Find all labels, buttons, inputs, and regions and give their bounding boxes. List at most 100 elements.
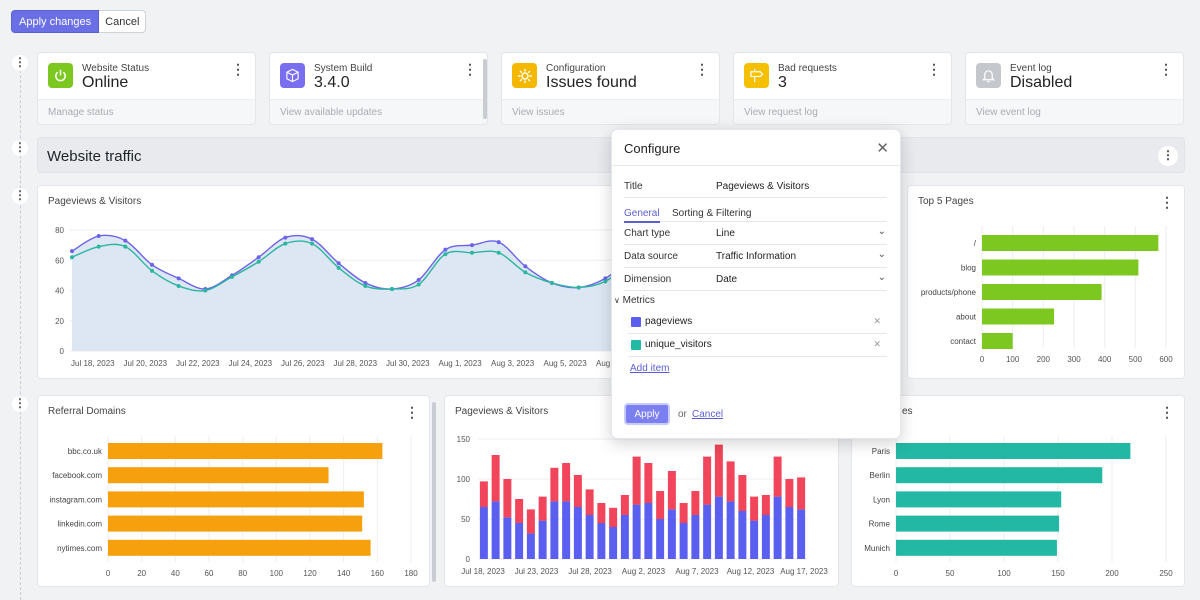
row-handle-3[interactable]: ⋮ [12,188,28,204]
stacked-bar-segment [503,517,512,559]
more-icon[interactable]: ⋮ [1160,194,1174,210]
stacked-bar-segment [573,475,582,507]
chart-type-select[interactable]: Chart type Line ⌄ [624,222,887,245]
more-icon[interactable]: ⋮ [695,61,709,77]
status-card-build: System Build 3.4.0 ⋮ View available upda… [269,52,488,125]
card-link[interactable]: View available updates [270,99,487,124]
data-point [203,288,208,293]
data-point [603,279,608,284]
metric-name: unique_visitors [645,339,712,350]
category-label: Rome [869,520,891,529]
y-tick-label: 40 [55,287,64,296]
stacked-bar-segment [714,496,723,559]
more-icon[interactable]: ⋮ [1160,404,1174,420]
tab-general[interactable]: General [624,208,660,223]
status-label: Event log [1010,63,1052,74]
data-source-select[interactable]: Data source Traffic Information ⌄ [624,245,887,268]
category-label: / [974,239,977,248]
card-link[interactable]: Manage status [38,99,255,124]
metrics-header[interactable]: ∨ Metrics [614,295,655,306]
x-tick-label: 200 [1105,569,1119,578]
status-value: 3.4.0 [314,74,350,91]
stacked-bar-segment [679,523,688,559]
x-tick-label: Jul 18, 2023 [461,567,505,576]
title-label: Title [624,181,643,192]
x-tick-label: Aug 3, 2023 [491,359,535,368]
remove-icon[interactable]: ✕ [873,339,881,349]
close-icon[interactable]: ✕ [876,140,889,157]
stacked-bar-segment [632,504,641,559]
modal-tabs: General Sorting & Filtering [624,206,887,223]
bar [982,284,1102,300]
toolbar: Apply changes Cancel [11,10,147,33]
stacked-bar-segment [491,501,500,559]
data-point [523,270,528,275]
y-tick-label: 20 [55,317,64,326]
stacked-bar-segment [479,481,488,507]
x-tick-label: 100 [997,569,1011,578]
stacked-bar-segment [726,461,735,502]
add-item-link[interactable]: Add item [630,363,670,374]
stacked-bar-segment [562,463,571,502]
category-label: Lyon [873,495,890,504]
configure-modal: Configure ✕ Title Pageviews & Visitors G… [611,129,901,439]
area-fill [72,235,633,351]
card-link[interactable]: View request log [734,99,951,124]
y-tick-label: 0 [466,555,471,564]
bar [896,443,1131,459]
package-icon [280,63,305,88]
data-point [70,249,74,254]
title-input[interactable]: Pageviews & Visitors [716,181,810,192]
status-card-website: Website Status Online ⋮ Manage status [37,52,256,125]
apply-changes-button[interactable]: Apply changes [11,10,100,33]
x-tick-label: 600 [1159,355,1173,364]
bar [108,515,363,532]
data-point [283,235,288,240]
more-icon[interactable]: ⋮ [927,61,941,77]
x-tick-label: 300 [1067,355,1081,364]
gear-icon [512,63,537,88]
row-handle-2[interactable]: ⋮ [12,140,28,156]
cities-chart: 0 50 100 150 200 250 Paris Berlin Lyon Rome Munich [864,436,1173,578]
bar [108,443,383,459]
stacked-bar-segment [597,523,606,559]
card-link[interactable]: View issues [502,99,719,124]
stacked-bar-segment [609,527,618,559]
color-swatch[interactable] [631,340,641,350]
chart-title: Top 5 Pages [918,196,974,207]
bar [896,491,1062,508]
bar [108,467,329,484]
x-tick-label: 100 [1006,355,1020,364]
y-tick-label: 150 [457,435,471,444]
bell-icon [976,63,1001,88]
more-icon[interactable]: ⋮ [1159,61,1173,77]
color-swatch[interactable] [631,317,641,327]
row-handle-1[interactable]: ⋮ [12,55,28,71]
chart-title: Pageviews & Visitors [455,406,549,417]
section-more-icon[interactable]: ⋮ [1158,146,1178,166]
data-point [230,274,235,279]
cancel-link[interactable]: Cancel [692,409,724,420]
dimension-select[interactable]: Dimension Date ⌄ [624,268,887,291]
more-icon[interactable]: ⋮ [463,61,477,77]
cancel-button[interactable]: Cancel [99,10,147,33]
tab-sorting-filtering[interactable]: Sorting & Filtering [672,208,752,219]
more-icon[interactable]: ⋮ [231,61,245,77]
card-link[interactable]: View event log [966,99,1183,124]
x-tick-label: 140 [337,569,351,578]
stacked-bar-segment [797,509,806,559]
category-label: instagram.com [50,495,103,504]
apply-button[interactable]: Apply [624,403,670,425]
status-value: Disabled [1010,74,1073,91]
stacked-bar-segment [714,444,723,497]
row-handle-4[interactable]: ⋮ [12,396,28,412]
data-point [96,234,101,239]
x-tick-label: 150 [1051,569,1065,578]
remove-icon[interactable]: ✕ [873,316,881,326]
section-title: Website traffic [47,148,142,165]
chevron-down-icon: ⌄ [877,249,886,260]
bar [896,467,1103,484]
status-card-configuration: Configuration Issues found ⋮ View issues [501,52,720,125]
x-tick-label: 200 [1037,355,1051,364]
more-icon[interactable]: ⋮ [405,404,419,420]
